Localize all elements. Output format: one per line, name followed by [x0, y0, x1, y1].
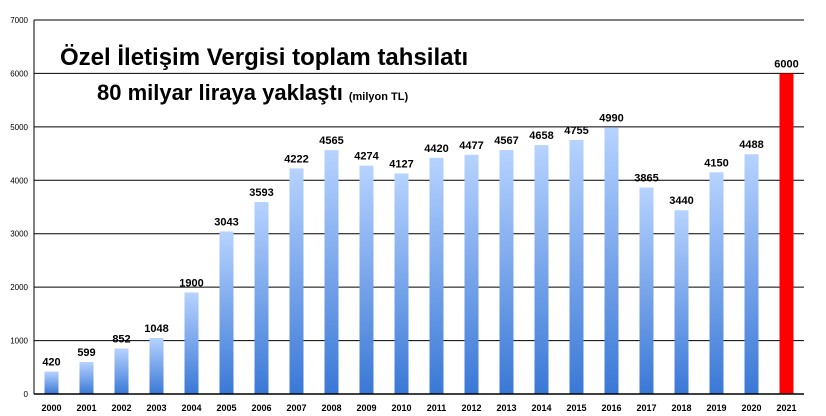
bar-2007: [289, 168, 304, 394]
data-label-2018: 3440: [669, 195, 693, 207]
bar-2011: [429, 157, 444, 394]
x-tick-label-2019: 2019: [706, 403, 726, 413]
bar-2014: [534, 145, 549, 394]
data-label-2009: 4274: [354, 151, 379, 163]
y-tick-label: 5000: [10, 123, 28, 132]
bar-2012: [464, 154, 479, 394]
data-label-2016: 4990: [599, 112, 623, 124]
data-label-2005: 3043: [214, 216, 238, 228]
bar-2008: [324, 150, 339, 394]
y-tick-label: 6000: [10, 69, 28, 78]
data-label-2000: 420: [42, 357, 60, 369]
x-tick-label-2006: 2006: [251, 403, 271, 413]
x-tick-label-2018: 2018: [671, 403, 691, 413]
x-tick-label-2010: 2010: [391, 403, 411, 413]
bar-2000: [44, 371, 59, 394]
data-label-2001: 599: [77, 347, 95, 359]
y-axis: 0 1000 2000 3000 4000 5000 6000 7000: [10, 16, 35, 399]
x-tick-label-2015: 2015: [566, 403, 586, 413]
bar-2003: [149, 338, 164, 394]
chart-title: Özel İletişim Vergisi toplam tahsilatı: [60, 44, 469, 71]
data-label-2004: 1900: [179, 277, 203, 289]
data-label-2007: 4222: [284, 153, 308, 165]
bar-2019: [709, 172, 724, 394]
data-label-2011: 4420: [424, 143, 448, 155]
bar-2015: [569, 139, 584, 394]
bar-2010: [394, 173, 409, 394]
x-tick-label-2001: 2001: [76, 403, 96, 413]
x-tick-label-2013: 2013: [496, 403, 516, 413]
bar-2013: [499, 149, 514, 394]
bar-2021: [779, 73, 794, 394]
bar-2001: [79, 361, 94, 394]
chart-subtitle: 80 milyar liraya yaklaştı (milyon TL): [97, 80, 408, 106]
bar-2009: [359, 165, 374, 394]
bar-2020: [744, 154, 759, 394]
bars: [44, 73, 794, 395]
x-tick-label-2012: 2012: [461, 403, 481, 413]
x-tick-label-2008: 2008: [321, 403, 341, 413]
y-tick-label: 1000: [10, 337, 28, 346]
data-label-2002: 852: [112, 333, 130, 345]
x-tick-label-2002: 2002: [111, 403, 131, 413]
data-label-2015: 4755: [564, 125, 588, 137]
x-axis: 2000 2001 2002 2003 2004 2005 2006 2007 2008 2009…: [34, 393, 804, 413]
x-tick-label-2014: 2014: [531, 403, 551, 413]
data-label-2006: 3593: [249, 187, 273, 199]
data-label-2021: 6000: [774, 58, 798, 70]
data-label-2019: 4150: [704, 157, 728, 169]
x-tick-label-2011: 2011: [427, 403, 447, 413]
data-label-2014: 4658: [529, 130, 553, 142]
chart-subtitle-text: 80 milyar liraya yaklaştı: [97, 80, 343, 105]
bar-2017: [639, 187, 654, 394]
x-tick-label-2021: 2021: [776, 403, 796, 413]
y-tick-label: 4000: [10, 176, 28, 185]
data-label-2017: 3865: [634, 172, 658, 184]
x-tick-label-2003: 2003: [146, 403, 166, 413]
x-tick-label-2004: 2004: [181, 403, 201, 413]
bar-2004: [184, 292, 199, 394]
x-tick-label-2020: 2020: [741, 403, 761, 413]
bar-2005: [219, 231, 234, 394]
y-tick-label: 7000: [10, 16, 28, 25]
x-tick-label-2005: 2005: [216, 403, 236, 413]
bar-2002: [114, 348, 129, 394]
data-label-2008: 4565: [319, 135, 343, 147]
x-tick-label-2009: 2009: [356, 403, 376, 413]
y-tick-label: 2000: [10, 283, 28, 292]
data-label-2010: 4127: [389, 159, 413, 171]
data-label-2020: 4488: [739, 139, 763, 151]
y-tick-label: 0: [24, 390, 29, 399]
x-tick-label-2000: 2000: [41, 403, 61, 413]
bar-2016: [604, 127, 619, 395]
chart-unit: (milyon TL): [348, 91, 409, 103]
data-label-2013: 4567: [494, 135, 518, 147]
data-labels: 420 599 852 1048 1900 3043 3593 4222 4565 4274 412…: [42, 58, 798, 368]
bar-2018: [674, 210, 689, 394]
y-tick-label: 3000: [10, 230, 28, 239]
x-tick-label-2017: 2017: [636, 403, 656, 413]
x-tick-label-2016: 2016: [601, 403, 621, 413]
data-label-2012: 4477: [459, 140, 483, 152]
x-tick-label-2007: 2007: [286, 403, 306, 413]
data-label-2003: 1048: [144, 323, 168, 335]
bar-2006: [254, 202, 269, 394]
